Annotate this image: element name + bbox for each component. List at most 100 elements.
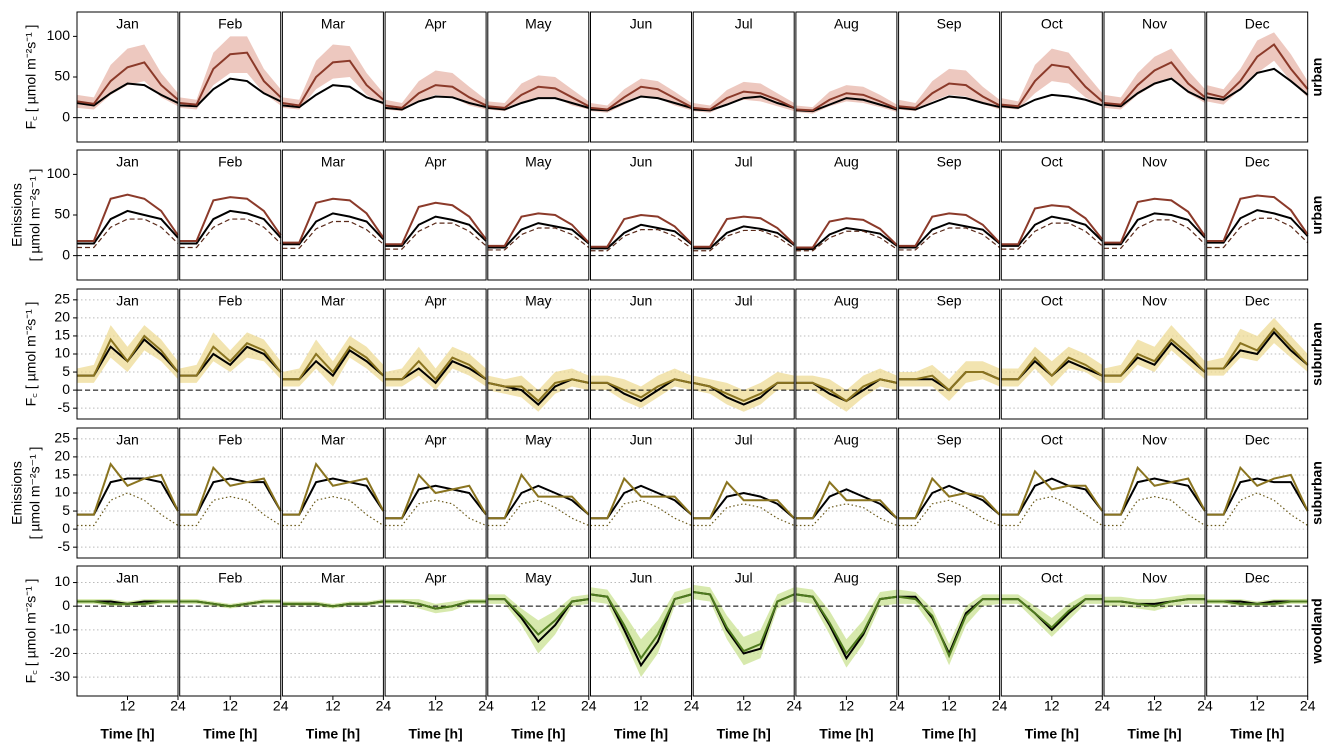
series-line (693, 225, 795, 250)
panel-frame (76, 288, 179, 420)
series-line (385, 356, 487, 381)
panel-frame (898, 288, 1001, 420)
panel-title: Sep (937, 432, 962, 448)
panel-title: May (525, 16, 551, 32)
y-tick-label: -20 (50, 644, 70, 660)
panel-frame (179, 288, 282, 420)
x-tick-label: 12 (839, 698, 855, 714)
series-line (795, 503, 898, 527)
panel-frame (179, 11, 282, 143)
panel-title: Nov (1142, 293, 1167, 309)
y-tick-label: 100 (47, 165, 71, 181)
x-axis-label: Time [h] (717, 726, 771, 742)
series-line (898, 227, 1000, 251)
series-line (282, 462, 385, 516)
x-axis-label: Time [h] (1025, 726, 1079, 742)
panel-title: Sep (937, 293, 962, 309)
band (1206, 599, 1308, 607)
panel-title: Jul (735, 293, 753, 309)
panel-title: Sep (937, 154, 962, 170)
x-tick-label: 12 (428, 698, 444, 714)
panel-frame (281, 288, 384, 420)
panel-frame (590, 149, 692, 281)
panel-title: Jun (630, 154, 653, 170)
x-tick-label: 24 (1095, 698, 1111, 714)
panel-frame (590, 427, 692, 559)
panel-title: Jul (735, 16, 753, 32)
series-line (282, 197, 385, 244)
series-line (898, 212, 1001, 247)
band (1206, 317, 1308, 376)
panel-title: Jan (116, 432, 139, 448)
series-line (179, 209, 282, 245)
x-tick-label: 24 (786, 698, 802, 714)
series-line (77, 209, 179, 245)
panel-title: Nov (1142, 570, 1167, 586)
band (1206, 32, 1308, 105)
x-tick-label: 12 (736, 698, 752, 714)
row-label: urban (1309, 58, 1325, 97)
series-line (77, 193, 179, 242)
y-tick-label: 15 (54, 466, 70, 482)
series-line (898, 222, 1001, 249)
y-tick-label: -5 (58, 399, 71, 415)
row-label: urban (1309, 196, 1325, 235)
series-line (1001, 93, 1103, 109)
series-line (1206, 465, 1309, 516)
band (179, 599, 281, 609)
panel-title: Jun (630, 570, 653, 586)
x-tick-label: 12 (531, 698, 547, 714)
panel-frame (179, 427, 282, 559)
series-line (179, 341, 282, 377)
series-line (282, 59, 385, 107)
panel-title: Apr (425, 293, 447, 309)
panel-frame (590, 11, 692, 143)
panel-frame (795, 149, 898, 281)
series-line (795, 488, 898, 520)
panel-frame (795, 427, 898, 559)
band (282, 335, 384, 387)
y-tick-label: 100 (47, 27, 71, 43)
panel-frame (692, 288, 795, 420)
band (385, 70, 487, 112)
panel-title: Aug (834, 570, 859, 586)
panel-title: Jan (116, 154, 139, 170)
x-axis-label: Time [h] (922, 726, 976, 742)
series-line (590, 378, 692, 399)
series-line (77, 600, 178, 605)
series-line (385, 473, 487, 520)
series-line (487, 378, 590, 403)
panel-title: Oct (1041, 293, 1063, 309)
series-line (487, 85, 590, 109)
y-tick-label: 20 (54, 448, 70, 464)
x-tick-label: 24 (684, 698, 700, 714)
y-tick-label: 15 (54, 327, 70, 343)
panel-frame (487, 11, 590, 143)
panel-frame (281, 11, 384, 143)
panel-frame (1206, 149, 1309, 281)
panel-title: Jul (735, 570, 753, 586)
panel-frame (1000, 427, 1103, 559)
series-line (77, 462, 179, 516)
series-line (487, 598, 589, 636)
panel-title: Mar (321, 293, 345, 309)
panel-title: Jul (735, 154, 753, 170)
panel-title: Oct (1041, 154, 1063, 170)
band (282, 44, 384, 110)
series-line (1001, 204, 1104, 246)
panel-title: Apr (425, 432, 447, 448)
panel-frame (1103, 11, 1206, 143)
panel-title: Nov (1142, 16, 1167, 32)
series-line (795, 230, 898, 252)
band (1104, 594, 1205, 611)
panel-title: Sep (937, 570, 962, 586)
band (77, 599, 178, 607)
series-line (487, 484, 590, 520)
panel-title: Jan (116, 16, 139, 32)
panel-title: Dec (1245, 570, 1270, 586)
panel-frame (384, 288, 487, 420)
series-line (1206, 327, 1309, 370)
series-line (693, 491, 795, 520)
series-line (385, 600, 487, 610)
